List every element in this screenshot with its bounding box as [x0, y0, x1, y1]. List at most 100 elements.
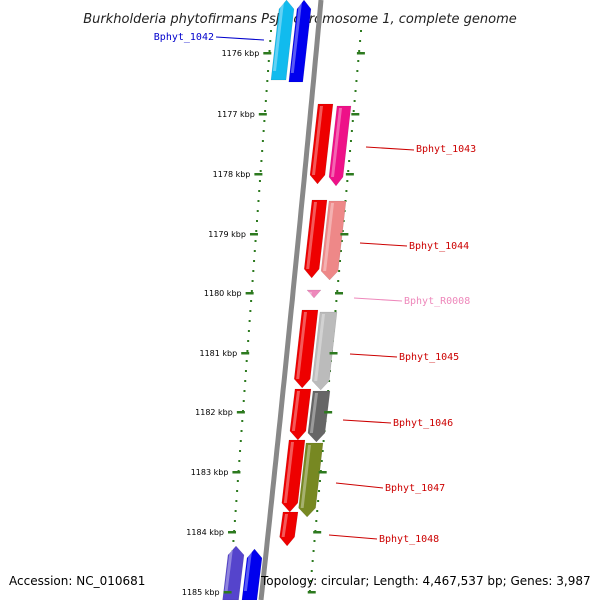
label-pointer-line [335, 482, 384, 489]
ruler-dot [244, 370, 247, 372]
gene-arrow [328, 105, 352, 187]
gene-arrow-highlight [323, 203, 334, 271]
label-pointer-line [359, 242, 408, 247]
ruler-dot [351, 120, 354, 122]
gene-arrow-highlight [309, 393, 318, 433]
ruler-dot [321, 450, 324, 452]
gene-arrow [298, 442, 324, 518]
gene-arrow [279, 511, 299, 547]
ruler-dot [359, 40, 362, 42]
ruler-dot [257, 200, 260, 202]
ruler-dot [322, 440, 325, 442]
gene-label[interactable]: Bphyt_R0008 [404, 296, 470, 307]
label-pointer-line [353, 297, 403, 302]
scale-tick [356, 52, 365, 55]
backbone [258, 0, 324, 600]
ruler-dot [357, 60, 360, 62]
ruler-dot [360, 30, 362, 32]
ruler-dot [235, 500, 238, 502]
scale-tick [318, 471, 327, 474]
gene-arrow [293, 309, 319, 389]
scale-tick [345, 173, 354, 176]
ruler-dot [310, 570, 313, 572]
gene-label[interactable]: Bphyt_1047 [385, 483, 445, 494]
gene-label[interactable]: Bphyt_1042 [154, 32, 214, 43]
ruler-dot [253, 260, 256, 262]
ruler-dot [334, 310, 337, 312]
gene-label[interactable]: Bphyt_1048 [379, 534, 439, 545]
scale-label: 1178 kbp [213, 170, 251, 179]
ruler-dot [246, 350, 249, 352]
ruler-dot [348, 160, 351, 162]
label-pointer-line [215, 36, 265, 41]
ruler-dot [264, 110, 267, 112]
label-pointer-line [365, 146, 415, 151]
scale-tick [236, 411, 245, 414]
gene-arrow-highlight [273, 2, 284, 71]
gene-arrow-highlight [296, 312, 307, 379]
gene-arrow-highlight [331, 108, 342, 177]
scale-label: 1180 kbp [204, 289, 242, 298]
gene-arrow [303, 199, 328, 279]
ruler-dot [339, 250, 342, 252]
scale-tick [324, 411, 333, 414]
scale-label: 1176 kbp [222, 49, 260, 58]
scale-label: 1182 kbp [195, 408, 233, 417]
ruler-dot [353, 100, 356, 102]
ruler-dot [267, 60, 270, 62]
gene-features [222, 0, 352, 600]
gene-arrow-highlight [308, 292, 312, 296]
topology-text: Topology: circular; Length: 4,467,537 bp… [261, 574, 591, 588]
ruler-dot [255, 230, 258, 232]
scale-tick [223, 591, 232, 594]
ruler-dot [318, 490, 321, 492]
ruler-dot [238, 460, 241, 462]
ruler-dot [267, 70, 270, 72]
scale-label: 1181 kbp [199, 349, 237, 358]
ruler-dot [263, 120, 266, 122]
gene-label[interactable]: Bphyt_1045 [399, 352, 459, 363]
ruler-dot [356, 70, 359, 72]
scale-label: 1185 kbp [182, 588, 220, 597]
ruler-dot [350, 130, 353, 132]
gene-arrow-highlight [314, 314, 325, 381]
gene-arrow [222, 545, 245, 600]
ruler-dot [269, 40, 272, 42]
ruler-dot [349, 140, 352, 142]
gene-arrow-highlight [291, 391, 300, 431]
gene-label[interactable]: Bphyt_1044 [409, 241, 469, 252]
ruler-dot [358, 50, 361, 52]
gene-label[interactable]: Bphyt_1043 [416, 144, 476, 155]
scale-label: 1183 kbp [191, 468, 229, 477]
gene-arrow [288, 0, 312, 83]
ruler-dot [345, 190, 348, 192]
ruler-dot [352, 110, 355, 112]
ruler-dot [250, 300, 253, 302]
gene-arrow-highlight [243, 551, 252, 591]
ruler-dot [250, 290, 253, 292]
ruler-dot [260, 160, 263, 162]
ruler-dot [340, 240, 343, 242]
ruler-dot [256, 220, 258, 222]
ruler-dot [233, 520, 236, 522]
gene-arrow-highlight [312, 106, 323, 175]
ruler-dot [253, 250, 256, 252]
ruler-dot [313, 540, 316, 542]
gene-arrow-highlight [300, 445, 311, 508]
ruler-dot [254, 240, 257, 242]
ruler-dot [242, 400, 245, 402]
ruler-dot [335, 300, 338, 302]
ruler-dot [232, 540, 235, 542]
gene-arrow [320, 200, 347, 281]
ruler-dot [355, 80, 358, 82]
gene-label[interactable]: Bphyt_1046 [393, 418, 453, 429]
ruler-dot [241, 420, 244, 422]
scale-tick [241, 352, 250, 355]
scale-tick [263, 52, 272, 55]
ruler-dot [247, 340, 250, 342]
ruler-dot [239, 440, 242, 442]
scale-ticks: 1176 kbp 1177 kbp 1178 kbp 1179 kbp 1180 kbp… [182, 49, 365, 597]
ruler-dot [259, 170, 262, 172]
ruler-dot [240, 430, 243, 432]
ruler-dot [252, 270, 255, 272]
